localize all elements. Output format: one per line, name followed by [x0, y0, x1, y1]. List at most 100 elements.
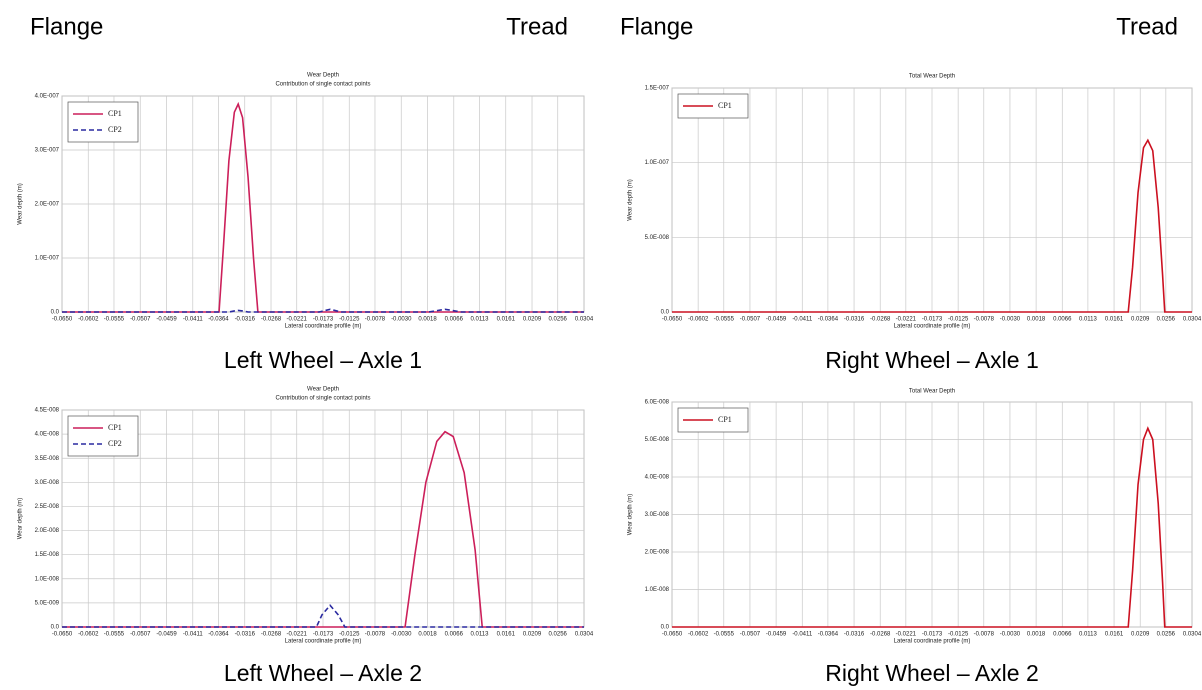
- x-tick-label: -0.0507: [740, 632, 761, 638]
- x-tick-label: -0.0364: [208, 632, 229, 638]
- x-axis-label: Lateral coordinate profile (m): [285, 639, 362, 645]
- y-tick-label: 2.0E-007: [35, 202, 60, 208]
- x-tick-label: 0.0113: [471, 632, 490, 638]
- data-line: [62, 430, 584, 628]
- x-tick-label: -0.0078: [974, 632, 995, 638]
- x-tick-label: 0.0304: [575, 632, 594, 638]
- x-tick-label: 0.0066: [1053, 317, 1072, 323]
- x-tick-label: -0.0030: [391, 317, 412, 323]
- data-line: [672, 138, 1192, 313]
- x-tick-label: -0.0221: [287, 317, 308, 323]
- chart-title: Total Wear Depth: [909, 74, 955, 80]
- legend-box: [67, 415, 139, 457]
- x-tick-label: -0.0555: [104, 632, 125, 638]
- x-axis-label: Lateral coordinate profile (m): [285, 324, 362, 330]
- x-tick-label: -0.0316: [844, 632, 865, 638]
- x-tick-label: -0.0173: [922, 632, 943, 638]
- x-tick-label: -0.0459: [156, 317, 177, 323]
- y-tick-label: 5.0E-009: [35, 600, 60, 606]
- x-tick-label: -0.0650: [662, 632, 683, 638]
- x-tick-label: -0.0650: [662, 317, 683, 323]
- x-tick-label: 0.0161: [497, 317, 516, 323]
- y-tick-label: 4.0E-008: [645, 475, 670, 481]
- y-tick-label: 1.0E-008: [645, 587, 670, 593]
- x-tick-label: -0.0364: [818, 317, 839, 323]
- x-tick-label: -0.0316: [844, 317, 865, 323]
- y-axis-label: Wear depth (m): [18, 498, 24, 540]
- x-tick-label: -0.0221: [287, 632, 308, 638]
- x-tick-label: 0.0066: [445, 632, 464, 638]
- x-tick-label: -0.0030: [1000, 317, 1021, 323]
- x-tick-label: 0.0304: [1183, 317, 1202, 323]
- x-tick-label: -0.0602: [78, 632, 99, 638]
- y-axis-label: Wear depth (m): [628, 179, 634, 221]
- y-tick-label: 3.5E-008: [35, 456, 60, 462]
- x-tick-label: -0.0459: [156, 632, 177, 638]
- y-tick-label: 4.0E-007: [35, 94, 60, 100]
- y-tick-label: 1.0E-007: [35, 256, 60, 262]
- x-tick-label: 0.0304: [575, 317, 594, 323]
- y-tick-label: 4.5E-008: [35, 408, 60, 414]
- x-tick-label: 0.0066: [1053, 632, 1072, 638]
- x-tick-label: -0.0507: [130, 317, 151, 323]
- x-axis-label: Lateral coordinate profile (m): [894, 324, 971, 330]
- x-tick-label: -0.0411: [792, 317, 813, 323]
- header-label: Flange: [620, 13, 693, 40]
- y-tick-label: 0.0: [51, 310, 60, 316]
- data-line: [62, 604, 584, 628]
- x-tick-label: -0.0459: [766, 317, 787, 323]
- x-tick-label: -0.0173: [922, 317, 943, 323]
- x-tick-label: -0.0602: [688, 317, 709, 323]
- x-tick-label: -0.0555: [714, 317, 735, 323]
- y-tick-label: 2.0E-008: [35, 528, 60, 534]
- x-tick-label: -0.0268: [261, 317, 282, 323]
- x-tick-label: -0.0030: [391, 632, 412, 638]
- x-tick-label: 0.0066: [445, 317, 464, 323]
- x-tick-label: 0.0209: [1131, 317, 1150, 323]
- x-tick-label: -0.0316: [235, 317, 256, 323]
- x-tick-label: -0.0507: [130, 632, 151, 638]
- x-tick-label: -0.0268: [870, 317, 891, 323]
- x-tick-label: -0.0221: [896, 632, 917, 638]
- x-tick-label: -0.0173: [313, 317, 334, 323]
- x-tick-label: -0.0221: [896, 317, 917, 323]
- y-tick-label: 5.0E-008: [645, 235, 670, 241]
- x-tick-label: 0.0018: [1027, 632, 1046, 638]
- y-axis-label: Wear depth (m): [628, 494, 634, 536]
- x-tick-label: 0.0113: [1079, 317, 1098, 323]
- x-tick-label: 0.0113: [1079, 632, 1098, 638]
- x-tick-label: 0.0161: [497, 632, 516, 638]
- data-line: [672, 426, 1192, 628]
- y-tick-label: 3.0E-008: [35, 480, 60, 486]
- chart-subtitle: Contribution of single contact points: [275, 396, 370, 402]
- x-tick-label: 0.0256: [549, 317, 568, 323]
- x-tick-label: 0.0018: [418, 632, 437, 638]
- x-tick-label: 0.0018: [418, 317, 437, 323]
- y-tick-label: 3.0E-007: [35, 148, 60, 154]
- y-axis-label: Wear depth (m): [18, 183, 24, 225]
- chart-caption: Right Wheel – Axle 1: [825, 347, 1039, 373]
- x-tick-label: -0.0125: [948, 632, 969, 638]
- y-tick-label: 0.0: [661, 625, 670, 631]
- x-tick-label: 0.0113: [471, 317, 490, 323]
- y-tick-label: 0.0: [51, 625, 60, 631]
- x-tick-label: -0.0078: [365, 317, 386, 323]
- y-tick-label: 2.5E-008: [35, 504, 60, 510]
- x-tick-label: 0.0018: [1027, 317, 1046, 323]
- chart-title: Wear Depth: [307, 387, 339, 393]
- chart-subtitle: Contribution of single contact points: [275, 82, 370, 88]
- legend-label: CP1: [718, 415, 732, 424]
- x-tick-label: -0.0364: [208, 317, 229, 323]
- chart-caption: Right Wheel – Axle 2: [825, 660, 1039, 686]
- x-tick-label: -0.0268: [261, 632, 282, 638]
- x-tick-label: -0.0555: [104, 317, 125, 323]
- chart-title: Wear Depth: [307, 73, 339, 79]
- legend-label: CP1: [108, 423, 122, 432]
- y-tick-label: 1.5E-007: [645, 86, 670, 92]
- y-tick-label: 1.0E-008: [35, 576, 60, 582]
- chart-title: Total Wear Depth: [909, 389, 955, 395]
- x-tick-label: -0.0411: [183, 632, 204, 638]
- legend-label: CP2: [108, 125, 122, 134]
- x-tick-label: -0.0507: [740, 317, 761, 323]
- y-tick-label: 3.0E-008: [645, 512, 670, 518]
